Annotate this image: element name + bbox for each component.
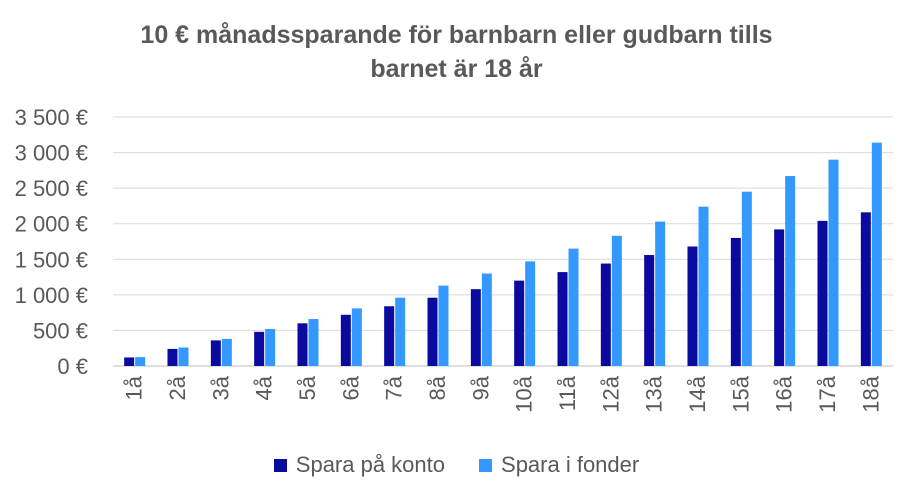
- bar-fonder: [351, 308, 362, 366]
- bar-fonder: [655, 221, 666, 366]
- y-tick-label: 500 €: [33, 318, 88, 343]
- x-tick-label: 5å: [295, 375, 320, 400]
- bar-fonder: [135, 357, 146, 366]
- bar-fonder: [265, 329, 276, 366]
- y-tick-label: 2 500 €: [15, 176, 88, 201]
- bar-fonder: [525, 261, 536, 366]
- bar-konto: [557, 272, 568, 366]
- legend-label-konto: Spara på konto: [295, 452, 446, 477]
- bar-konto: [730, 237, 741, 366]
- bar-fonder: [611, 235, 622, 366]
- bar-fonder: [785, 176, 796, 366]
- x-tick-label: 8å: [425, 375, 450, 400]
- bar-konto: [470, 289, 481, 366]
- legend-swatch-konto: [273, 458, 287, 472]
- x-tick-label: 4å: [252, 375, 277, 400]
- x-tick-label: 9å: [468, 375, 493, 400]
- bar-konto: [124, 357, 135, 366]
- bar-fonder: [741, 191, 752, 366]
- x-tick-label: 15å: [728, 375, 753, 412]
- bar-fonder: [481, 273, 492, 366]
- y-tick-label: 1 500 €: [15, 247, 88, 272]
- legend-label-fonder: Spara i fonder: [501, 452, 640, 477]
- x-tick-label: 12å: [598, 375, 623, 412]
- bar-konto: [687, 246, 698, 366]
- x-tick-label: 6å: [338, 375, 363, 400]
- y-tick-label: 1 000 €: [15, 283, 88, 308]
- bar-konto: [254, 331, 265, 366]
- bar-fonder: [568, 248, 579, 366]
- bar-konto: [860, 212, 871, 366]
- bar-konto: [167, 348, 178, 366]
- bar-konto: [817, 220, 828, 366]
- x-tick-label: 11å: [555, 375, 580, 411]
- bar-fonder: [828, 159, 839, 366]
- bar-konto: [427, 297, 438, 366]
- x-tick-label: 18å: [858, 375, 883, 412]
- bar-fonder: [698, 206, 709, 366]
- bar-fonder: [308, 319, 319, 366]
- x-tick-label: 14å: [685, 375, 710, 412]
- chart-legend: Spara på konto Spara i fonder: [0, 452, 913, 478]
- y-tick-label: 3 500 €: [15, 105, 88, 130]
- bar-fonder: [871, 142, 882, 366]
- bar-konto: [644, 255, 655, 366]
- x-tick-label: 2å: [165, 375, 190, 400]
- y-tick-label: 3 000 €: [15, 141, 88, 166]
- chart-title-line-1: 10 € månadssparande för barnbarn eller g…: [140, 21, 773, 49]
- legend-item-fonder: Spara i fonder: [479, 452, 639, 478]
- bar-konto: [514, 280, 525, 366]
- bar-fonder: [221, 338, 232, 366]
- bar-konto: [210, 340, 221, 366]
- x-tick-label: 16å: [772, 375, 797, 412]
- bar-konto: [600, 263, 611, 366]
- x-tick-label: 10å: [512, 375, 537, 412]
- chart-title-line-2: barnet är 18 år: [370, 55, 543, 83]
- bar-konto: [774, 229, 785, 366]
- legend-swatch-fonder: [479, 458, 493, 472]
- x-tick-label: 1å: [122, 375, 147, 400]
- x-tick-label: 17å: [815, 375, 840, 412]
- x-tick-label: 7å: [382, 375, 407, 400]
- y-tick-label: 0 €: [57, 354, 88, 379]
- bar-konto: [384, 306, 395, 366]
- x-tick-label: 13å: [642, 375, 667, 412]
- bar-fonder: [395, 297, 406, 366]
- bar-fonder: [438, 285, 449, 366]
- bar-konto: [340, 314, 351, 366]
- x-tick-label: 3å: [208, 375, 233, 400]
- legend-item-konto: Spara på konto: [273, 452, 446, 478]
- bar-konto: [297, 323, 308, 366]
- y-tick-label: 2 000 €: [15, 212, 88, 237]
- chart-title: 10 € månadssparande för barnbarn eller g…: [0, 18, 913, 86]
- bar-fonder: [178, 347, 189, 366]
